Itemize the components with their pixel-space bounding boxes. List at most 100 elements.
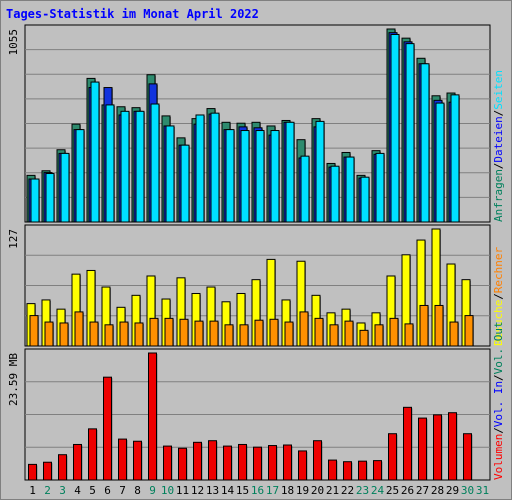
x-tick-label-day-29: 29 [446, 484, 459, 497]
bar-requests-seiten-day-14 [225, 129, 235, 223]
bar-volume-volumen-day-14 [223, 445, 232, 481]
bar-volume-volumen-day-27 [418, 417, 427, 481]
bar-volume-volumen-day-25 [388, 433, 397, 481]
bar-volume-volumen-day-23 [358, 460, 367, 481]
bar-requests-seiten-day-1 [30, 178, 40, 223]
legend-separator: / [492, 293, 505, 300]
bar-visits-rechner-day-21 [329, 324, 339, 347]
bar-volume-volumen-day-2 [43, 461, 52, 481]
legend-volume-vol-in: Vol. In [492, 381, 505, 427]
bar-volume-volumen-day-6 [103, 376, 112, 481]
bar-visits-rechner-day-25 [389, 317, 399, 347]
bar-visits-rechner-day-9 [149, 317, 159, 347]
x-tick-label-day-14: 14 [221, 484, 235, 497]
x-tick-label-day-6: 6 [104, 484, 111, 497]
y-axis-max-label-requests: 1055 [7, 29, 20, 56]
bar-visits-rechner-day-2 [44, 321, 54, 347]
bar-volume-volumen-day-12 [193, 441, 202, 481]
bar-visits-rechner-day-8 [134, 322, 144, 347]
bar-visits-rechner-day-24 [374, 324, 384, 347]
bar-volume-volumen-day-22 [343, 461, 352, 481]
bar-volume-volumen-day-30 [463, 433, 472, 481]
x-tick-label-day-23: 23 [356, 484, 369, 497]
bar-requests-seiten-day-13 [210, 112, 220, 223]
bar-volume-volumen-day-21 [328, 459, 337, 481]
x-tick-label-day-21: 21 [326, 484, 339, 497]
legend-requests-dateien: Dateien [492, 116, 505, 162]
bar-volume-volumen-day-7 [118, 438, 127, 481]
legend-visits-rechner: Rechner [492, 246, 505, 293]
x-tick-label-day-22: 22 [341, 484, 354, 497]
bar-visits-rechner-day-20 [314, 317, 324, 347]
bar-visits-rechner-day-18 [284, 321, 294, 347]
bar-requests-seiten-day-19 [300, 155, 310, 223]
x-tick-label-day-4: 4 [74, 484, 81, 497]
bar-visits-rechner-day-14 [224, 324, 234, 347]
bar-volume-volumen-day-18 [283, 444, 292, 481]
legend-requests-anfragen: Anfragen [492, 169, 505, 222]
bar-visits-rechner-day-26 [404, 323, 414, 347]
bar-visits-rechner-day-4 [74, 311, 84, 347]
bar-visits-rechner-day-6 [104, 324, 114, 347]
bar-requests-seiten-day-10 [165, 125, 175, 223]
bar-requests-seiten-day-22 [345, 156, 355, 223]
bar-requests-seiten-day-3 [60, 152, 70, 223]
bar-requests-seiten-day-21 [330, 165, 340, 223]
bar-volume-volumen-day-9 [148, 352, 157, 481]
bar-volume-volumen-day-11 [178, 447, 187, 481]
x-tick-label-day-18: 18 [281, 484, 294, 497]
bar-visits-rechner-day-12 [194, 320, 204, 347]
legend-volume-vol-out: Vol. Out [492, 321, 505, 374]
bar-requests-seiten-day-11 [180, 144, 190, 223]
legend-volume-volumen: Volumen [492, 434, 505, 480]
bar-requests-seiten-day-24 [375, 152, 385, 223]
x-tick-label-day-24: 24 [371, 484, 385, 497]
bar-requests-seiten-day-7 [120, 110, 130, 223]
bar-requests-seiten-day-23 [360, 176, 370, 223]
bar-visits-rechner-day-10 [164, 317, 174, 347]
bar-requests-seiten-day-25 [390, 33, 400, 223]
legend-separator: / [492, 163, 505, 170]
bar-requests-seiten-day-12 [195, 114, 205, 223]
bar-requests-seiten-day-28 [435, 102, 445, 223]
bar-requests-seiten-day-9 [150, 103, 160, 223]
x-tick-label-day-12: 12 [191, 484, 204, 497]
bar-requests-seiten-day-16 [255, 130, 265, 223]
bar-volume-volumen-day-17 [268, 445, 277, 481]
x-tick-label-day-5: 5 [89, 484, 96, 497]
bar-volume-volumen-day-26 [403, 406, 412, 481]
bar-visits-rechner-day-11 [179, 318, 189, 347]
bar-requests-seiten-day-20 [315, 120, 325, 223]
bar-visits-rechner-day-27 [419, 304, 429, 347]
x-tick-label-day-8: 8 [134, 484, 141, 497]
x-tick-label-day-15: 15 [236, 484, 249, 497]
bar-requests-seiten-day-27 [420, 63, 430, 223]
bar-volume-volumen-day-28 [433, 414, 442, 481]
bar-volume-volumen-day-10 [163, 445, 172, 481]
x-tick-label-day-27: 27 [416, 484, 429, 497]
x-tick-label-day-1: 1 [29, 484, 36, 497]
legend-separator: / [492, 110, 505, 117]
bar-visits-rechner-day-30 [464, 315, 474, 347]
bar-visits-rechner-day-5 [89, 321, 99, 347]
bar-visits-rechner-day-3 [59, 322, 69, 347]
x-tick-label-day-19: 19 [296, 484, 309, 497]
bar-volume-volumen-day-24 [373, 460, 382, 481]
bar-requests-seiten-day-18 [285, 121, 295, 223]
bar-visits-rechner-day-16 [254, 319, 264, 347]
x-tick-label-day-16: 16 [251, 484, 264, 497]
x-tick-label-day-2: 2 [44, 484, 51, 497]
x-tick-label-day-25: 25 [386, 484, 399, 497]
bar-visits-rechner-day-23 [359, 329, 369, 347]
bar-volume-volumen-day-5 [88, 428, 97, 481]
y-axis-max-label-visits: 127 [7, 229, 20, 249]
x-tick-label-day-26: 26 [401, 484, 414, 497]
x-tick-label-day-11: 11 [176, 484, 189, 497]
legend-requests-seiten: Seiten [492, 70, 505, 110]
bar-volume-volumen-day-16 [253, 446, 262, 481]
bar-volume-volumen-day-1 [28, 463, 37, 481]
bar-volume-volumen-day-20 [313, 440, 322, 481]
legend-visits-besuche: Besuche [492, 300, 505, 346]
